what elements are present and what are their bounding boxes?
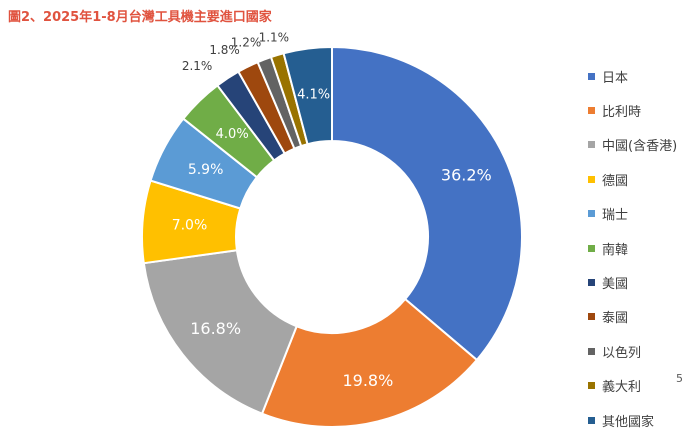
- data-label-8: 1.2%: [231, 35, 262, 49]
- legend-swatch: [588, 210, 595, 218]
- legend-swatch: [588, 72, 595, 80]
- data-label-5: 4.0%: [216, 127, 249, 142]
- legend-swatch: [588, 175, 595, 183]
- legend-swatch: [588, 347, 595, 355]
- slice-2: [142, 249, 298, 415]
- legend-item-10: 其他國家: [588, 403, 677, 437]
- legend-swatch: [588, 107, 595, 115]
- legend-swatch: [588, 244, 595, 252]
- legend-item-4: 瑞士: [588, 197, 677, 231]
- data-label-4: 5.9%: [188, 162, 224, 178]
- chart-legend: 日本比利時中國(含香港) 德國瑞士南韓美國泰國以色列義大利其他國家: [588, 59, 677, 437]
- legend-label: 日本: [602, 70, 629, 86]
- legend-label: 中國(含香港): [602, 139, 678, 155]
- legend-label: 瑞士: [602, 208, 629, 224]
- legend-swatch: [588, 382, 595, 390]
- data-label-1: 19.8%: [342, 371, 393, 390]
- data-label-3: 7.0%: [172, 217, 208, 233]
- legend-label: 其他國家: [602, 414, 655, 430]
- legend-swatch: [588, 416, 595, 424]
- legend-swatch: [588, 279, 595, 287]
- legend-label: 美國: [602, 277, 629, 293]
- page-number: 5: [676, 372, 683, 385]
- legend-item-9: 義大利: [588, 369, 677, 403]
- legend-item-5: 南韓: [588, 231, 677, 265]
- legend-swatch: [588, 141, 595, 149]
- data-label-10: 4.1%: [297, 88, 330, 103]
- data-label-6: 2.1%: [182, 59, 213, 73]
- legend-label: 義大利: [602, 380, 642, 396]
- legend-item-2: 中國(含香港): [588, 128, 677, 162]
- legend-label: 比利時: [602, 105, 642, 121]
- legend-item-1: 比利時: [588, 93, 677, 127]
- legend-label: 南韓: [602, 242, 629, 258]
- legend-item-7: 泰國: [588, 300, 677, 334]
- slice-1: [260, 297, 479, 428]
- legend-item-3: 德國: [588, 162, 677, 196]
- data-label-9: 1.1%: [259, 31, 290, 45]
- legend-item-8: 以色列: [588, 334, 677, 368]
- slice-10: [282, 45, 333, 146]
- legend-item-6: 美國: [588, 265, 677, 299]
- legend-label: 泰國: [602, 311, 629, 327]
- legend-item-0: 日本: [588, 59, 677, 93]
- legend-label: 以色列: [602, 345, 642, 361]
- legend-label: 德國: [602, 173, 629, 189]
- data-label-7: 1.8%: [209, 43, 240, 57]
- chart-title: 圖2、2025年1-8月台灣工具機主要進口國家: [8, 10, 272, 25]
- data-label-0: 36.2%: [441, 165, 492, 184]
- data-label-2: 16.8%: [190, 319, 241, 338]
- slice-0: [331, 45, 523, 362]
- legend-swatch: [588, 313, 595, 321]
